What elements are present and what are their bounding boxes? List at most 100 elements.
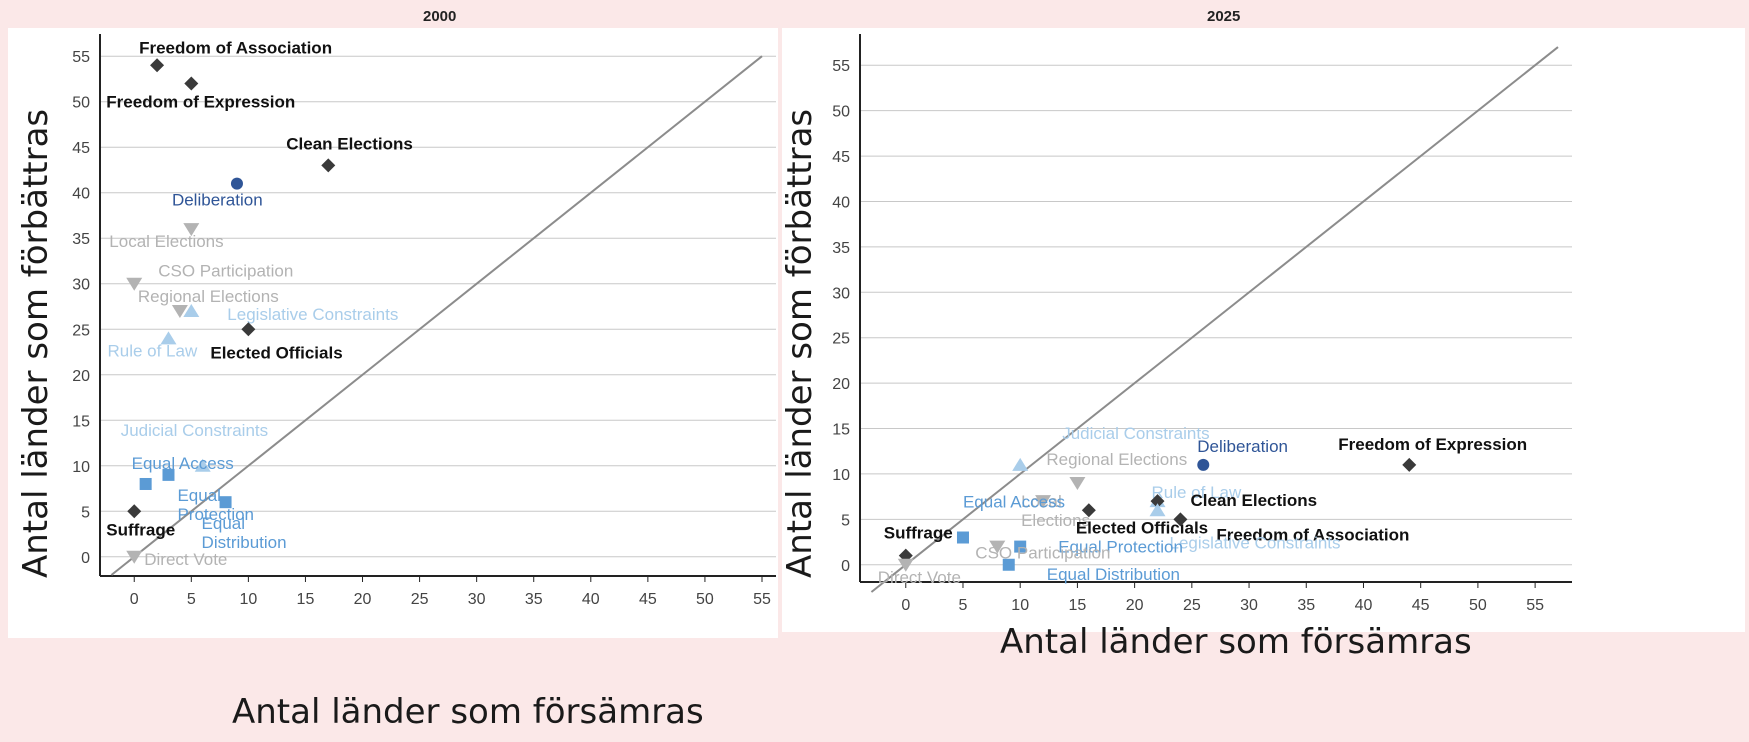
freedom-of-expression-marker bbox=[184, 76, 199, 91]
equal-distribution-marker bbox=[1002, 558, 1015, 571]
deliberation-label: Deliberation bbox=[1197, 437, 1288, 456]
regional-elections-label: Regional Elections bbox=[1046, 450, 1187, 469]
equal-protection-marker bbox=[1014, 540, 1027, 553]
scatter-plot-2025: 0 5 10 15 20 25 30 35 40 45 50 55 0 5 10 15 20 25 30 35 40 45… bbox=[832, 34, 1572, 614]
y-tick-label: 0 bbox=[81, 550, 90, 567]
legislative-constraints-label: Legislative Constraints bbox=[227, 305, 398, 324]
x-tick-label: 0 bbox=[130, 591, 139, 608]
chart-panel-2025: 2025 0 5 10 15 20 25 30 35 40 45 50 55 0 5 10 15 20 25 30 3… bbox=[778, 0, 1749, 742]
y-tick-label: 5 bbox=[81, 504, 90, 521]
elected-officials-label: Elected Officials bbox=[1076, 518, 1208, 537]
x-tick-label: 30 bbox=[468, 591, 486, 608]
x-tick-label: 20 bbox=[1126, 597, 1144, 614]
suffrage-marker bbox=[127, 504, 142, 519]
judicial-constraints-marker bbox=[194, 458, 211, 472]
y-tick-label: 0 bbox=[841, 558, 850, 575]
regional-elections-marker bbox=[1069, 477, 1086, 491]
equal-access-marker bbox=[956, 531, 969, 544]
equal-distribution-marker bbox=[219, 496, 232, 509]
y-tick-label: 55 bbox=[72, 49, 90, 66]
regional-elections-label: Regional Elections bbox=[138, 287, 279, 306]
regional-elections-marker bbox=[171, 305, 188, 319]
judicial-constraints-label: Judicial Constraints bbox=[121, 421, 268, 440]
rule-of-law-marker bbox=[160, 331, 177, 345]
freedom-of-expression-label: Freedom of Expression bbox=[1338, 435, 1527, 454]
y-tick-label: 15 bbox=[72, 413, 90, 430]
y-tick-label: 30 bbox=[72, 277, 90, 294]
cso-participation-label: CSO Participation bbox=[975, 544, 1110, 563]
local-elections-label: Local Elections bbox=[1021, 492, 1090, 530]
equal-protection-label: Equal Protection bbox=[1058, 538, 1183, 557]
y-tick-label: 40 bbox=[72, 186, 90, 203]
direct-vote-marker bbox=[897, 558, 914, 572]
freedom-of-association-marker bbox=[150, 58, 165, 73]
cso-participation-marker bbox=[989, 540, 1006, 554]
parity-line bbox=[110, 55, 763, 576]
y-tick-label: 55 bbox=[832, 58, 850, 75]
y-tick-label: 15 bbox=[832, 422, 850, 439]
y-tick-label: 25 bbox=[832, 331, 850, 348]
freedom-of-association-label: Freedom of Association bbox=[1216, 525, 1409, 544]
x-tick-label: 25 bbox=[1183, 597, 1201, 614]
judicial-constraints-marker bbox=[1012, 457, 1029, 471]
x-axis-label: Antal länder som försämras bbox=[232, 692, 704, 732]
y-tick-label: 20 bbox=[72, 368, 90, 385]
y-axis-label: Antal länder som förbättras bbox=[780, 108, 820, 578]
y-tick-label: 45 bbox=[72, 140, 90, 157]
chart-title: 2025 bbox=[1207, 8, 1241, 25]
elected-officials-marker bbox=[1081, 503, 1096, 518]
clean-elections-label: Clean Elections bbox=[1191, 491, 1318, 510]
x-tick-label: 25 bbox=[411, 591, 429, 608]
plot-background bbox=[782, 28, 1745, 632]
x-tick-label: 35 bbox=[525, 591, 543, 608]
local-elections-marker bbox=[183, 223, 200, 237]
equal-distribution-label: Equal Distribution bbox=[1047, 565, 1180, 584]
x-tick-label: 40 bbox=[1355, 597, 1373, 614]
y-tick-label: 35 bbox=[832, 240, 850, 257]
local-elections-label: Local Elections bbox=[109, 232, 223, 251]
elected-officials-marker bbox=[241, 322, 256, 337]
cso-participation-label: CSO Participation bbox=[158, 262, 293, 281]
x-tick-label: 55 bbox=[1526, 597, 1544, 614]
freedom-of-expression-marker bbox=[1402, 457, 1417, 472]
y-tick-label: 40 bbox=[832, 194, 850, 211]
clean-elections-marker bbox=[1150, 494, 1165, 509]
chart-panel-2000: 2000 0 5 10 15 20 25 30 35 40 45 50 55 0 5 10 15 20 25 30 3… bbox=[8, 8, 778, 732]
x-axis-label: Antal länder som försämras bbox=[1000, 622, 1472, 662]
x-tick-label: 5 bbox=[187, 591, 196, 608]
x-tick-label: 5 bbox=[959, 597, 968, 614]
y-tick-label: 10 bbox=[832, 467, 850, 484]
x-tick-label: 50 bbox=[696, 591, 714, 608]
clean-elections-label: Clean Elections bbox=[286, 134, 413, 153]
elected-officials-label: Elected Officials bbox=[210, 343, 342, 362]
parity-line bbox=[870, 46, 1559, 593]
equal-access-marker bbox=[139, 477, 152, 490]
y-tick-label: 35 bbox=[72, 231, 90, 248]
scatter-plot-2000: 0 5 10 15 20 25 30 35 40 45 50 55 0 5 10 15 20 25 30 35 40 45… bbox=[72, 34, 776, 608]
chart-title: 2000 bbox=[423, 8, 457, 25]
x-tick-label: 30 bbox=[1240, 597, 1258, 614]
x-tick-label: 0 bbox=[901, 597, 910, 614]
x-tick-label: 15 bbox=[1069, 597, 1087, 614]
local-elections-marker bbox=[1035, 495, 1052, 509]
y-tick-label: 50 bbox=[832, 104, 850, 121]
direct-vote-marker bbox=[126, 550, 143, 564]
direct-vote-label: Direct Vote bbox=[144, 550, 227, 569]
equal-protection-marker bbox=[162, 468, 175, 481]
y-tick-label: 10 bbox=[72, 459, 90, 476]
equal-protection-label: Equal Protection bbox=[177, 486, 254, 524]
deliberation-marker bbox=[1197, 458, 1210, 471]
y-tick-label: 5 bbox=[841, 512, 850, 529]
y-tick-label: 30 bbox=[832, 285, 850, 302]
equal-access-label: Equal Access bbox=[132, 454, 234, 473]
y-axis-label: Antal länder som förbättras bbox=[16, 108, 56, 578]
legislative-constraints-marker bbox=[183, 304, 200, 318]
rule-of-law-label: Rule of Law bbox=[107, 341, 197, 360]
plot-background bbox=[8, 28, 778, 638]
y-tick-label: 50 bbox=[72, 95, 90, 112]
y-tick-label: 25 bbox=[72, 322, 90, 339]
judicial-constraints-label: Judicial Constraints bbox=[1062, 424, 1209, 443]
x-tick-label: 50 bbox=[1469, 597, 1487, 614]
x-tick-label: 35 bbox=[1297, 597, 1315, 614]
x-tick-label: 10 bbox=[239, 591, 257, 608]
